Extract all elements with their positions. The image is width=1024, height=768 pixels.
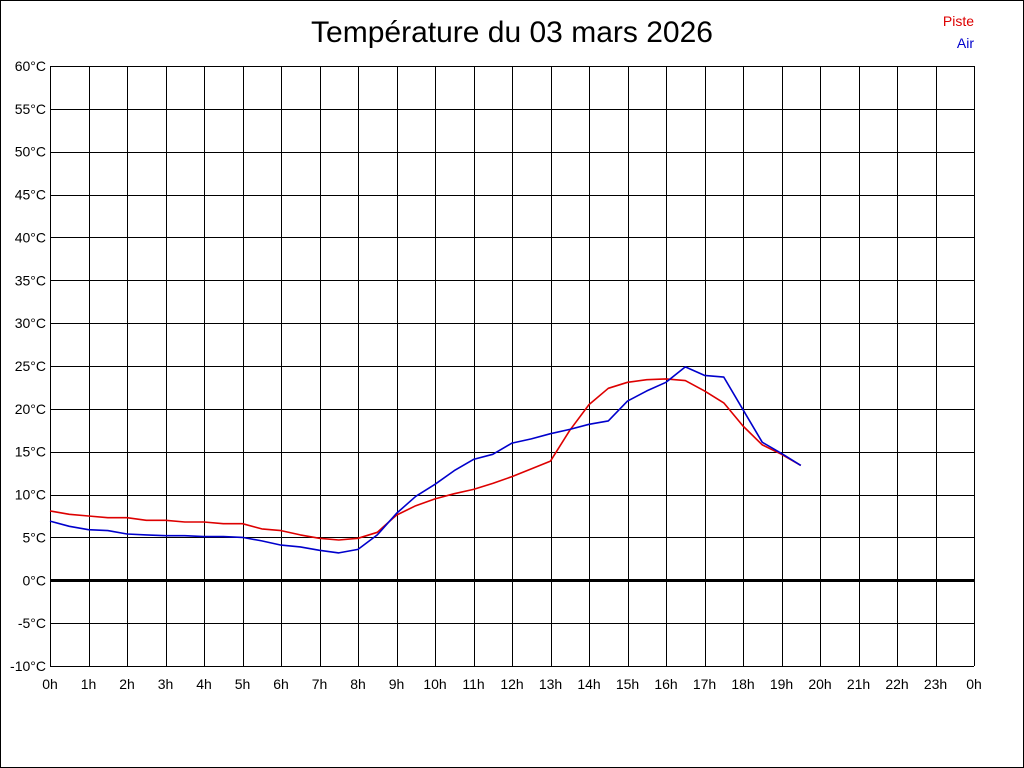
x-tick-label: 16h [654,676,677,692]
x-tick-label: 0h [42,676,58,692]
x-tick-label: 2h [119,676,135,692]
x-tick-label: 3h [158,676,174,692]
series-line-piste [49,378,802,541]
x-tick-label: 9h [389,676,405,692]
y-tick-label: 5°C [23,529,47,545]
x-tick-label: 8h [350,676,366,692]
y-tick-label: 35°C [15,272,46,288]
x-tick-label: 10h [423,676,446,692]
y-tick-label: -10°C [10,658,46,674]
y-tick-label: 0°C [23,572,47,588]
x-tick-label: 17h [693,676,716,692]
y-tick-label: 10°C [15,487,46,503]
y-tick-label: 60°C [15,58,46,74]
x-tick-label: 11h [462,676,484,692]
legend-entry-piste: Piste [942,13,974,29]
x-tick-label: 22h [885,676,908,692]
x-tick-label: 18h [731,676,754,692]
x-tick-label: 7h [312,676,328,692]
y-tick-label: 30°C [15,315,46,331]
y-tick-label: 40°C [15,229,46,245]
x-tick-label: 12h [500,676,523,692]
x-tick-label: 6h [273,676,289,692]
series-line-air [49,366,802,554]
x-tick-label: 15h [616,676,639,692]
y-tick-label: 20°C [15,401,46,417]
x-tick-label: 19h [770,676,793,692]
y-tick-label: 25°C [15,358,46,374]
x-tick-label: 20h [808,676,831,692]
x-tick-label: 1h [81,676,97,692]
x-tick-label: 0h [966,676,982,692]
y-tick-label: 50°C [15,144,46,160]
y-tick-label: 45°C [15,187,46,203]
x-tick-label: 5h [235,676,251,692]
x-tick-label: 14h [577,676,600,692]
y-tick-label: 55°C [15,101,46,117]
x-tick-label: 21h [847,676,870,692]
legend-entry-air: Air [956,35,974,51]
x-tick-label: 23h [924,676,947,692]
x-tick-label: 13h [539,676,562,692]
chart-title: Température du 03 mars 2026 [311,16,713,49]
y-tick-label: -5°C [18,615,46,631]
y-tick-label: 15°C [15,444,46,460]
x-tick-label: 4h [196,676,212,692]
